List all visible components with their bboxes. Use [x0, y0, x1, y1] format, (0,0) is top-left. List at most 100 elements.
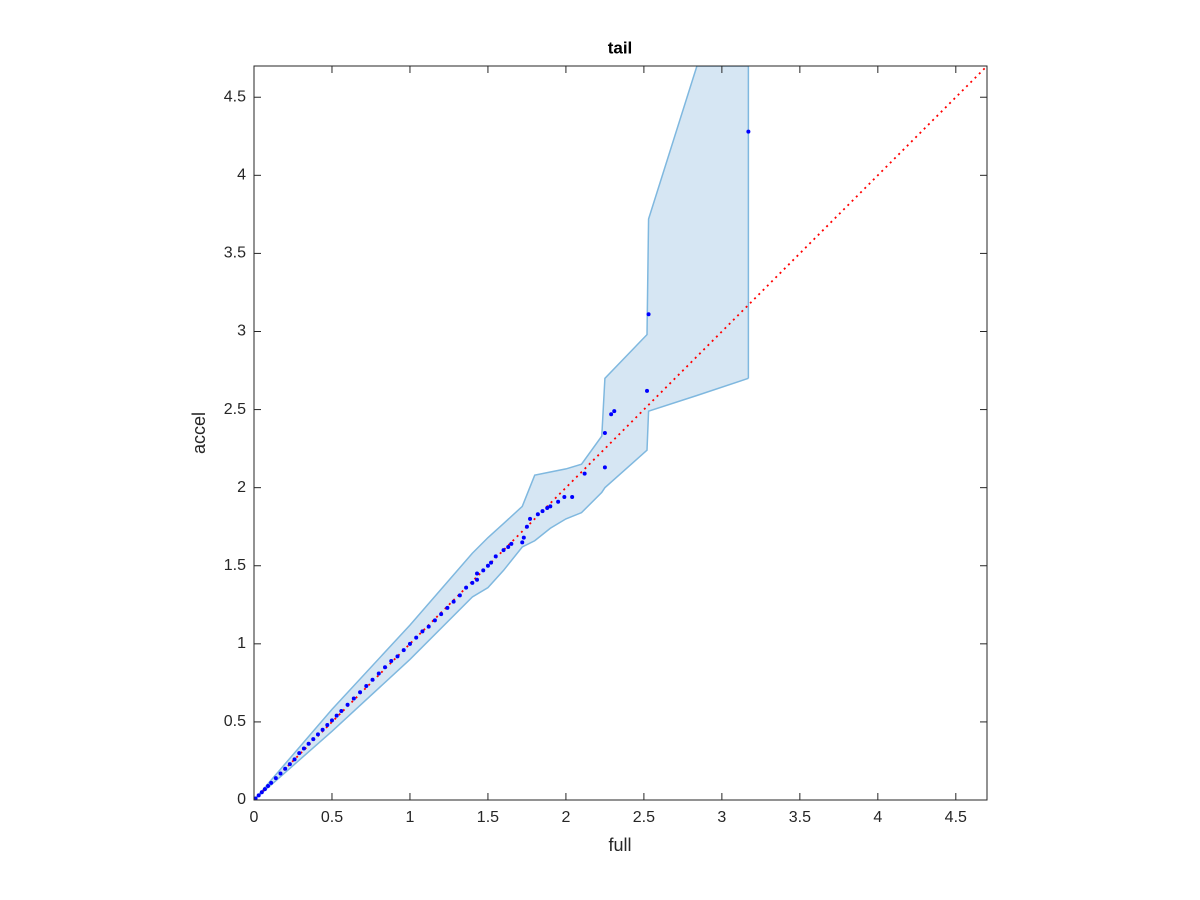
data-point: [475, 577, 480, 582]
data-point: [540, 509, 545, 514]
y-tick-label: 3: [237, 323, 246, 340]
data-point: [420, 629, 425, 634]
y-tick-label: 4: [237, 167, 246, 184]
data-point: [320, 727, 325, 732]
band-lower-edge: [254, 377, 749, 800]
data-point: [602, 431, 607, 435]
data-point: [475, 571, 480, 576]
y-tick-label: 3.5: [224, 245, 246, 262]
x-tick-label: 4: [873, 809, 882, 826]
data-point: [283, 766, 288, 771]
data-point: [645, 388, 650, 393]
data-point: [256, 793, 261, 798]
y-tick-label: 1: [237, 635, 246, 652]
y-tick-label: 2.5: [224, 401, 246, 418]
data-point: [470, 580, 475, 585]
data-point: [345, 702, 350, 707]
x-tick-label: 3.5: [789, 809, 811, 826]
data-point: [451, 599, 456, 604]
data-point: [364, 683, 369, 688]
plot-area: [254, 66, 987, 800]
data-point: [301, 746, 306, 751]
x-tick-label: 0.5: [321, 809, 343, 826]
data-point: [414, 635, 419, 640]
data-point: [351, 696, 356, 701]
data-point: [548, 504, 553, 509]
data-point: [292, 757, 297, 762]
y-tick-label: 4.5: [224, 88, 246, 105]
y-tick-label: 0.5: [224, 713, 246, 730]
data-point: [329, 718, 334, 723]
data-point: [407, 641, 412, 646]
data-point: [383, 665, 388, 670]
data-point: [457, 593, 462, 598]
data-point: [521, 535, 526, 540]
data-point: [287, 762, 292, 767]
data-point: [612, 409, 617, 414]
data-point: [311, 737, 316, 742]
data-point: [389, 659, 394, 664]
data-point: [273, 776, 278, 781]
data-point: [493, 554, 498, 559]
data-point: [464, 585, 469, 590]
data-point: [535, 512, 540, 517]
data-point: [259, 790, 264, 795]
x-tick-label: 0: [250, 809, 259, 826]
data-point: [325, 723, 330, 728]
data-point: [262, 787, 267, 792]
data-point: [646, 312, 651, 317]
data-point: [602, 465, 607, 470]
reference-line: [254, 66, 987, 800]
data-point: [278, 771, 283, 776]
y-tick-label: 0: [237, 791, 246, 808]
data-point: [395, 654, 400, 659]
data-point: [520, 540, 525, 545]
x-tick-label: 2.5: [633, 809, 655, 826]
data-point: [370, 677, 375, 682]
data-point: [401, 648, 406, 653]
data-point: [306, 741, 311, 746]
data-point: [426, 624, 431, 629]
data-point: [376, 671, 381, 676]
data-point: [266, 783, 271, 788]
data-point: [485, 563, 490, 568]
data-point: [358, 690, 363, 695]
data-point: [445, 605, 450, 610]
data-point: [501, 548, 506, 553]
x-tick-label: 3: [717, 809, 726, 826]
x-tick-label: 4.5: [945, 809, 967, 826]
data-point: [481, 568, 486, 573]
axes-box: [253, 65, 988, 801]
data-point: [315, 732, 320, 737]
data-point: [746, 129, 751, 134]
y-tick-label: 2: [237, 479, 246, 496]
data-point: [297, 751, 302, 756]
data-point: [506, 545, 511, 550]
data-point: [582, 471, 587, 476]
y-axis-label: accel: [189, 412, 209, 454]
y-tick-label: 1.5: [224, 557, 246, 574]
data-point: [609, 412, 614, 417]
data-point: [528, 516, 533, 521]
data-point: [570, 495, 575, 500]
data-point: [556, 499, 561, 504]
data-point: [334, 713, 339, 718]
data-point: [489, 560, 494, 565]
data-point: [339, 708, 344, 713]
x-tick-label: 1.5: [477, 809, 499, 826]
x-tick-label: 1: [406, 809, 415, 826]
chart-title: tail: [608, 38, 633, 57]
x-tick-label: 2: [561, 809, 570, 826]
data-point: [545, 505, 550, 510]
data-point: [524, 524, 529, 529]
confidence-band: [254, 66, 749, 800]
data-point: [254, 796, 258, 800]
data-point: [509, 541, 514, 546]
data-point: [439, 612, 444, 617]
x-axis-label: full: [608, 835, 631, 855]
data-point: [562, 495, 567, 500]
data-point: [432, 618, 437, 623]
band-upper-edge: [254, 66, 749, 800]
data-point: [269, 780, 274, 785]
